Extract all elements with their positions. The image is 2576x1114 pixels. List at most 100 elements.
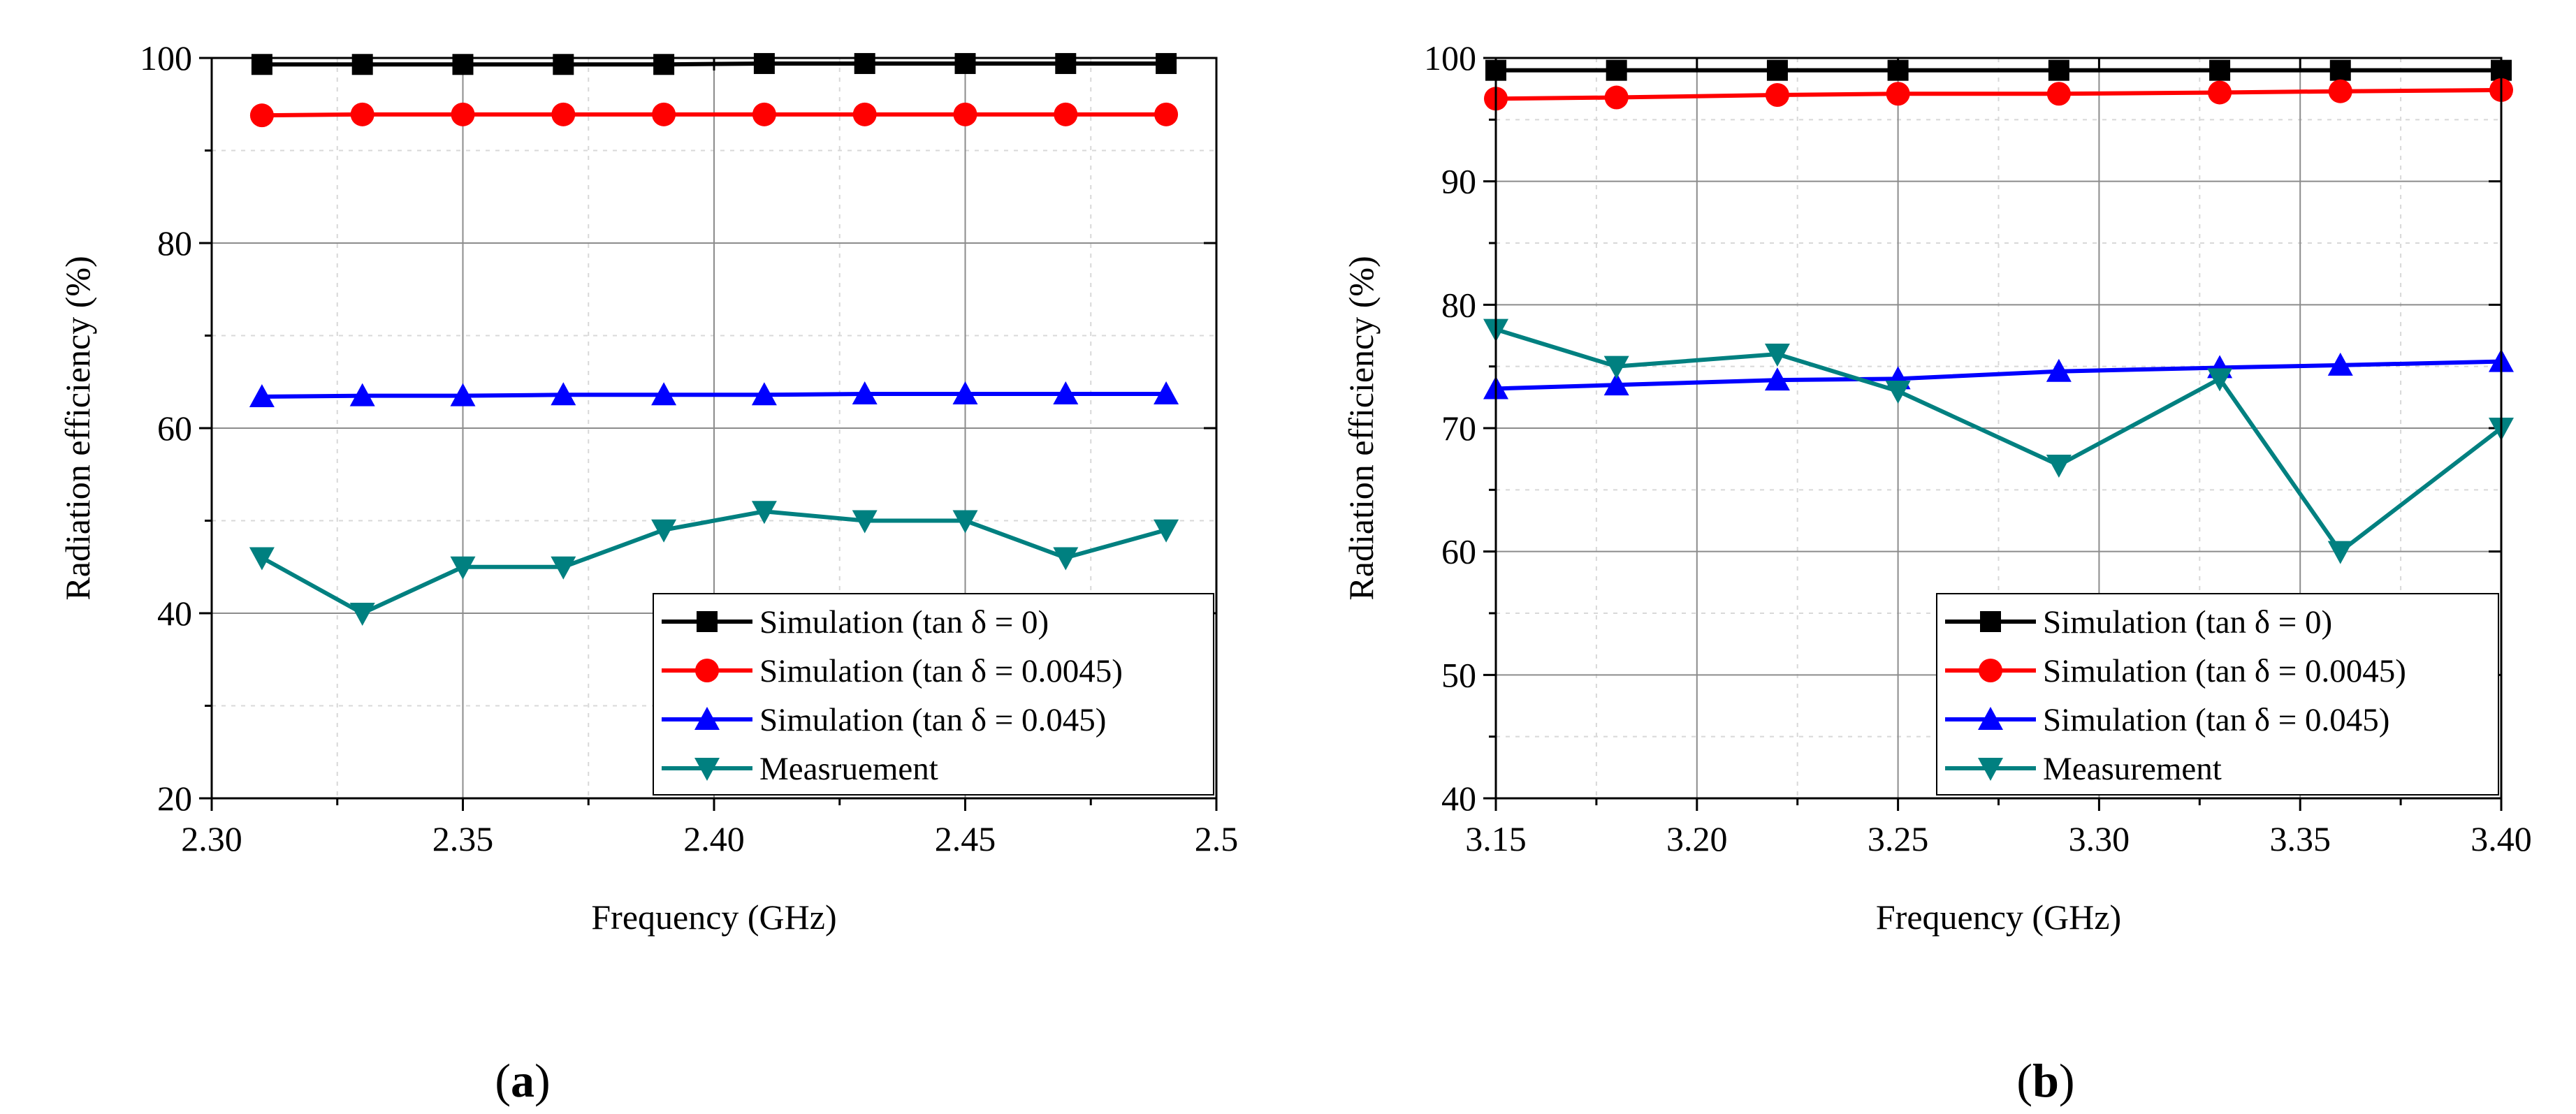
y-tick-label: 50 (1441, 655, 1476, 694)
y-tick-label: 40 (1441, 779, 1476, 818)
data-point-series-1 (2328, 79, 2352, 103)
y-tick-label: 90 (1441, 162, 1476, 201)
legend-swatch-marker (1980, 611, 2001, 632)
x-tick-label: 3.20 (1666, 819, 1728, 858)
x-tick-label: 3.35 (2269, 819, 2331, 858)
data-point-series-3 (651, 519, 677, 543)
x-tick-label: 3.25 (1868, 819, 1929, 858)
y-axis-label: Radiation efficiency (%) (1341, 256, 1381, 600)
x-tick-label: 2.30 (181, 819, 242, 858)
x-tick-label: 3.15 (1465, 819, 1527, 858)
data-point-series-2 (249, 383, 275, 407)
legend-entry: Simulation (tan δ = 0.0045) (2043, 653, 2406, 689)
legend-swatch-marker (695, 659, 719, 682)
y-tick-label: 60 (1441, 532, 1476, 571)
data-point-series-3 (450, 556, 476, 580)
chart-b: 3.15 3.20 3.25 3.30 3.35 3.40 40 50 60 70 80 90 100 S… (1341, 38, 2532, 1107)
legend-box (653, 593, 1214, 796)
data-point-series-0 (1887, 59, 1909, 81)
plot-frame (210, 57, 1218, 800)
legend-swatch-marker (694, 707, 720, 730)
data-point-series-1 (1886, 82, 1910, 106)
y-tick-label: 100 (1424, 38, 1476, 78)
data-point-series-2 (751, 382, 777, 406)
legend-entry: Measurement (2043, 751, 2222, 787)
y-tick-label: 70 (1441, 409, 1476, 448)
data-point-series-2 (1053, 381, 1079, 404)
data-point-series-3 (751, 501, 777, 525)
data-point-series-1 (1054, 102, 1078, 126)
data-point-series-2 (952, 381, 978, 404)
data-point-series-2 (1764, 367, 1790, 391)
legend-entry: Simulation (tan δ = 0) (759, 604, 1049, 640)
x-tick-label: 3.30 (2069, 819, 2130, 858)
data-point-series-1 (652, 102, 676, 126)
data-point-series-3 (349, 603, 375, 626)
data-point-series-0 (954, 52, 976, 74)
data-point-series-2 (349, 383, 375, 406)
legend-box (1936, 593, 2499, 796)
data-point-series-3 (1053, 547, 1079, 571)
panel-label: (b) (2016, 1054, 2074, 1107)
data-point-series-1 (953, 102, 977, 126)
y-axis-label: Radiation efficiency (%) (58, 256, 97, 600)
data-point-series-0 (2048, 59, 2069, 81)
data-point-series-0 (1606, 59, 1627, 81)
data-point-series-2 (651, 382, 677, 406)
y-tick-label: 60 (157, 409, 192, 448)
data-point-series-0 (1766, 59, 1788, 81)
data-point-series-3 (2207, 368, 2233, 392)
data-point-series-0 (1055, 52, 1077, 74)
series-line-1 (1495, 87, 2502, 101)
data-point-series-3 (952, 510, 978, 534)
data-point-series-0 (1156, 52, 1177, 74)
legend-swatch-marker (1979, 659, 2002, 682)
data-point-series-2 (1603, 372, 1629, 396)
series-line-2 (261, 391, 1167, 399)
data-point-series-1 (350, 102, 374, 126)
data-point-series-3 (2327, 541, 2353, 564)
legend-entry: Simulation (tan δ = 0.045) (2043, 702, 2389, 738)
y-tick-label: 80 (157, 223, 192, 263)
data-point-series-1 (249, 103, 274, 128)
data-point-series-0 (2209, 59, 2231, 81)
x-axis-label: Frequency (GHz) (1876, 897, 2121, 937)
data-point-series-1 (1765, 83, 1789, 107)
data-point-series-1 (752, 102, 776, 126)
series-line-3 (1495, 327, 2503, 554)
data-point-series-3 (1154, 519, 1179, 543)
data-point-series-1 (1604, 85, 1629, 110)
data-point-series-0 (753, 52, 775, 74)
legend-entry: Measruement (759, 751, 938, 787)
data-point-series-0 (854, 52, 875, 74)
x-tick-label: 2.45 (935, 819, 996, 858)
data-point-series-2 (2046, 358, 2072, 382)
data-point-series-2 (852, 381, 878, 404)
data-point-series-0 (2329, 59, 2351, 81)
y-tick-label: 100 (140, 38, 192, 78)
data-point-series-2 (1154, 381, 1179, 404)
x-tick-label: 2.5 (1195, 819, 1239, 858)
data-point-series-3 (852, 510, 878, 534)
data-point-series-3 (1764, 344, 1790, 367)
y-tick-label: 40 (157, 594, 192, 633)
series-line-3 (261, 509, 1167, 615)
series-line-2 (1495, 359, 2502, 391)
data-point-series-3 (1885, 381, 1911, 404)
x-tick-label: 3.40 (2471, 819, 2532, 858)
legend-entry: Simulation (tan δ = 0) (2043, 604, 2332, 640)
legend-entry: Simulation (tan δ = 0.0045) (759, 653, 1123, 689)
data-point-series-1 (451, 102, 475, 126)
x-tick-label: 2.40 (683, 819, 745, 858)
data-point-series-3 (2046, 455, 2072, 478)
data-point-series-1 (2208, 80, 2232, 105)
data-point-series-3 (1603, 356, 1629, 379)
legend-swatch-marker (1978, 707, 2003, 730)
data-point-series-1 (852, 102, 877, 126)
data-point-series-1 (2046, 82, 2071, 106)
data-point-series-1 (551, 102, 576, 126)
x-axis-label: Frequency (GHz) (591, 897, 836, 937)
legend-swatch-marker (697, 611, 718, 632)
data-point-series-2 (2327, 352, 2353, 376)
